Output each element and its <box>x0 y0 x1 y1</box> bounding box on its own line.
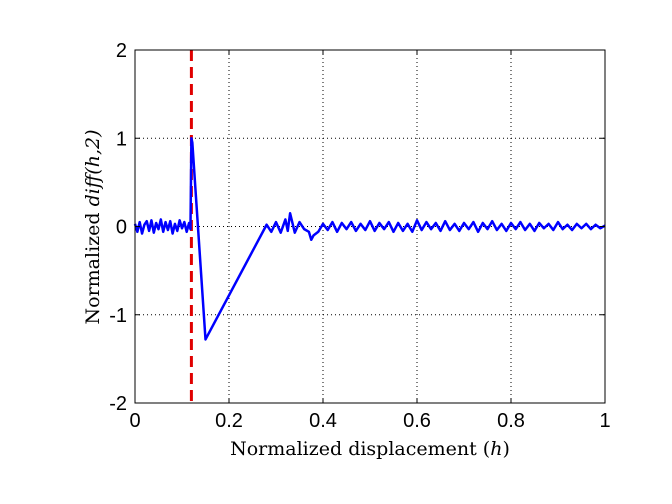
y-tick-labels: -2 -1 0 1 2 <box>109 40 127 415</box>
y-tick-label: 0 <box>116 217 127 239</box>
x-tick-label: 0.8 <box>497 410 525 432</box>
x-tick-label: 0.4 <box>309 410 337 432</box>
y-axis-label: Normalized diff(h,2) <box>82 130 104 325</box>
y-tick-label: 1 <box>116 128 127 150</box>
tick-marks <box>134 49 606 404</box>
x-tick-label: 0.6 <box>403 410 431 432</box>
x-tick-label: 1 <box>599 410 610 432</box>
series-line <box>133 137 606 341</box>
grid-lines <box>135 50 605 403</box>
plot-area <box>135 50 605 403</box>
x-tick-label: 0 <box>129 410 140 432</box>
x-axis-label: Normalized displacement (h) <box>230 438 510 460</box>
x-tick-labels: 0 0.2 0.4 0.6 0.8 1 <box>129 410 610 432</box>
y-tick-label: 2 <box>116 40 127 62</box>
x-tick-label: 0.2 <box>215 410 243 432</box>
y-tick-label: -1 <box>109 305 127 327</box>
series-layer <box>133 137 606 341</box>
y-tick-label: -2 <box>109 393 127 415</box>
